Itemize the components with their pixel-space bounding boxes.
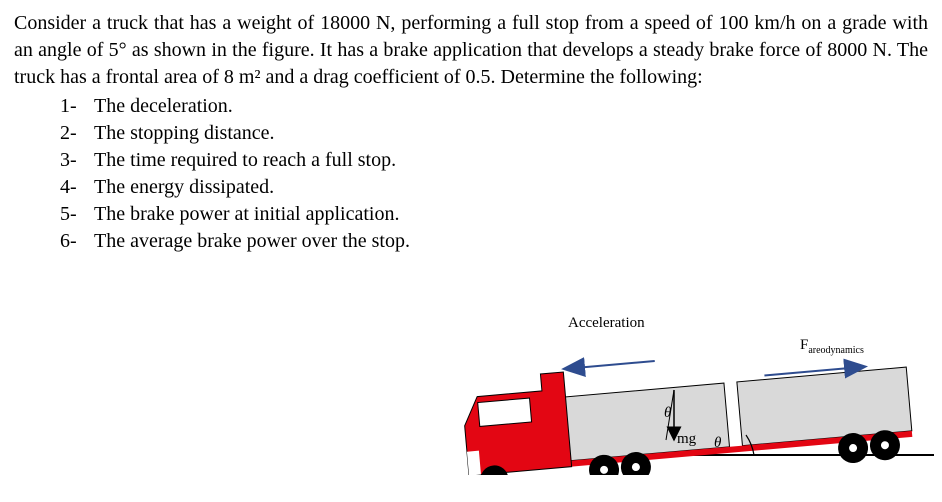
question-text: The brake power at initial application.: [94, 201, 399, 228]
figure-svg: [314, 265, 934, 475]
mg-label: mg: [677, 429, 696, 449]
question-text: The time required to reach a full stop.: [94, 147, 396, 174]
acceleration-label: Acceleration: [568, 313, 645, 333]
question-item: 5- The brake power at initial applicatio…: [60, 201, 928, 228]
aero-sub: areodynamics: [808, 345, 864, 356]
question-text: The stopping distance.: [94, 120, 275, 147]
question-list: 1- The deceleration. 2- The stopping dis…: [60, 93, 928, 255]
question-text: The average brake power over the stop.: [94, 228, 410, 255]
problem-paragraph: Consider a truck that has a weight of 18…: [14, 10, 928, 91]
question-number: 4-: [60, 174, 94, 201]
question-item: 6- The average brake power over the stop…: [60, 228, 928, 255]
question-number: 2-: [60, 120, 94, 147]
question-number: 3-: [60, 147, 94, 174]
question-item: 2- The stopping distance.: [60, 120, 928, 147]
question-text: The energy dissipated.: [94, 174, 274, 201]
question-item: 3- The time required to reach a full sto…: [60, 147, 928, 174]
truck-figure: Acceleration Fareodynamics mg θ θ: [314, 265, 934, 475]
question-number: 6-: [60, 228, 94, 255]
theta-label-2: θ: [714, 433, 721, 453]
theta-label-1: θ: [664, 403, 671, 423]
question-number: 1-: [60, 93, 94, 120]
question-text: The deceleration.: [94, 93, 233, 120]
aerodynamics-label: Fareodynamics: [800, 335, 864, 358]
question-item: 1- The deceleration.: [60, 93, 928, 120]
question-number: 5-: [60, 201, 94, 228]
question-item: 4- The energy dissipated.: [60, 174, 928, 201]
